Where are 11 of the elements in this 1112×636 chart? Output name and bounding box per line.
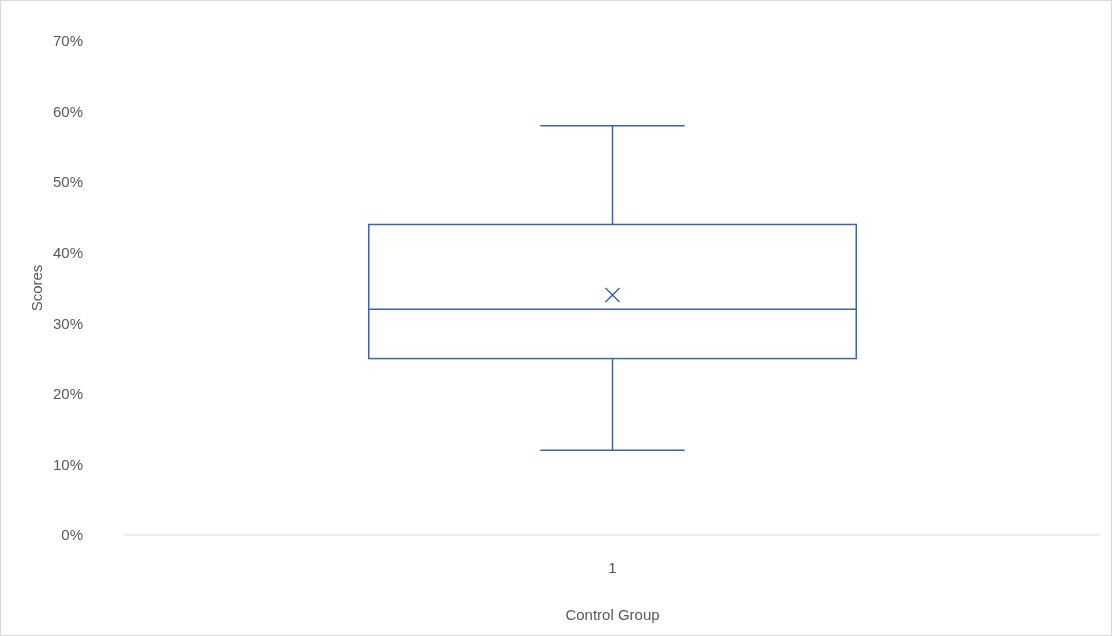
y-tick-label: 0% [61,526,83,544]
x-tick-label: 1 [608,559,617,576]
y-tick-label: 70% [52,32,83,50]
y-tick-label: 40% [52,243,83,261]
y-tick-label: 50% [52,173,83,191]
y-tick-label: 10% [52,455,83,473]
y-tick-label: 60% [52,102,83,120]
y-tick-label: 30% [52,314,83,332]
y-axis-title: Scores [28,264,45,312]
y-tick-label: 20% [52,385,83,403]
x-axis-title: Control Group [565,606,660,623]
